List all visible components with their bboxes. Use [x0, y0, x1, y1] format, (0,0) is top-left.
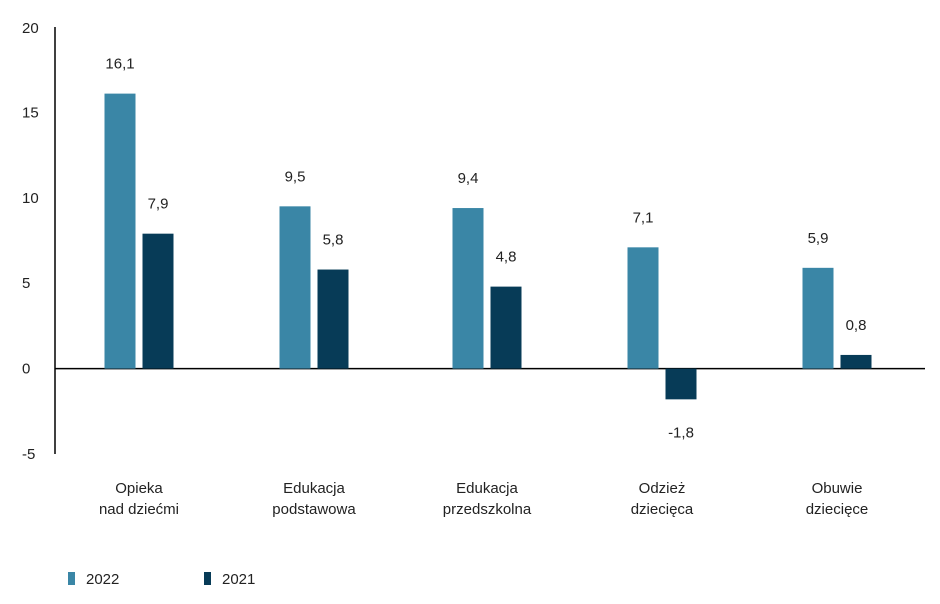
category-label-0-0: Opieka	[115, 480, 163, 497]
category-label-1-1: podstawowa	[272, 501, 356, 518]
legend-label-2021: 2021	[222, 571, 255, 588]
category-label-2-0: Edukacja	[456, 480, 518, 497]
data-label-2021-0: 7,9	[148, 196, 169, 213]
bar-2021-0	[142, 233, 174, 369]
bar-2021-3	[665, 368, 697, 400]
data-label-2022-1: 9,5	[285, 168, 306, 185]
data-label-2022-2: 9,4	[458, 170, 479, 187]
category-label-4-0: Obuwie	[812, 480, 863, 497]
category-labels: Opieka nad dziećmi Edukacja podstawowa Eduka…	[99, 480, 868, 518]
y-tick-label: 20	[22, 20, 39, 37]
y-tick-label: 0	[22, 361, 30, 378]
data-label-2021-2: 4,8	[496, 249, 517, 266]
category-label-1-0: Edukacja	[283, 480, 345, 497]
legend-swatch-2021	[204, 572, 211, 585]
data-label-2021-3: -1,8	[668, 424, 694, 441]
bars	[104, 93, 872, 400]
bar-2021-4	[840, 354, 872, 369]
y-tick-label: 15	[22, 104, 39, 121]
bar-2022-3	[627, 247, 659, 369]
data-labels: 16,1 9,5 9,4 7,1 5,9 7,9 5,8 4,8 -1,8 0,8	[105, 56, 866, 442]
category-label-0-1: nad dziećmi	[99, 501, 179, 518]
y-tick-label: 5	[22, 275, 30, 292]
y-tick-label: -5	[22, 446, 35, 463]
data-label-2022-3: 7,1	[633, 209, 654, 226]
category-label-2-1: przedszkolna	[443, 501, 532, 518]
bar-2022-2	[452, 208, 484, 369]
data-label-2021-4: 0,8	[846, 317, 867, 334]
category-label-3-0: Odzież	[639, 480, 686, 497]
legend-label-2022: 2022	[86, 571, 119, 588]
bar-2022-0	[104, 93, 136, 369]
category-label-4-1: dziecięce	[806, 501, 869, 518]
legend-swatch-2022	[68, 572, 75, 585]
bar-2022-4	[802, 267, 834, 369]
category-label-3-1: dziecięca	[631, 501, 694, 518]
y-axis-ticks: 20 15 10 5 0 -5	[22, 20, 39, 463]
bar-2021-2	[490, 286, 522, 369]
data-label-2022-4: 5,9	[808, 230, 829, 247]
data-label-2021-1: 5,8	[323, 232, 344, 249]
y-tick-label: 10	[22, 190, 39, 207]
legend: 2022 2021	[68, 571, 255, 588]
bar-2022-1	[279, 206, 311, 369]
bar-2021-1	[317, 269, 349, 369]
data-label-2022-0: 16,1	[105, 56, 134, 73]
